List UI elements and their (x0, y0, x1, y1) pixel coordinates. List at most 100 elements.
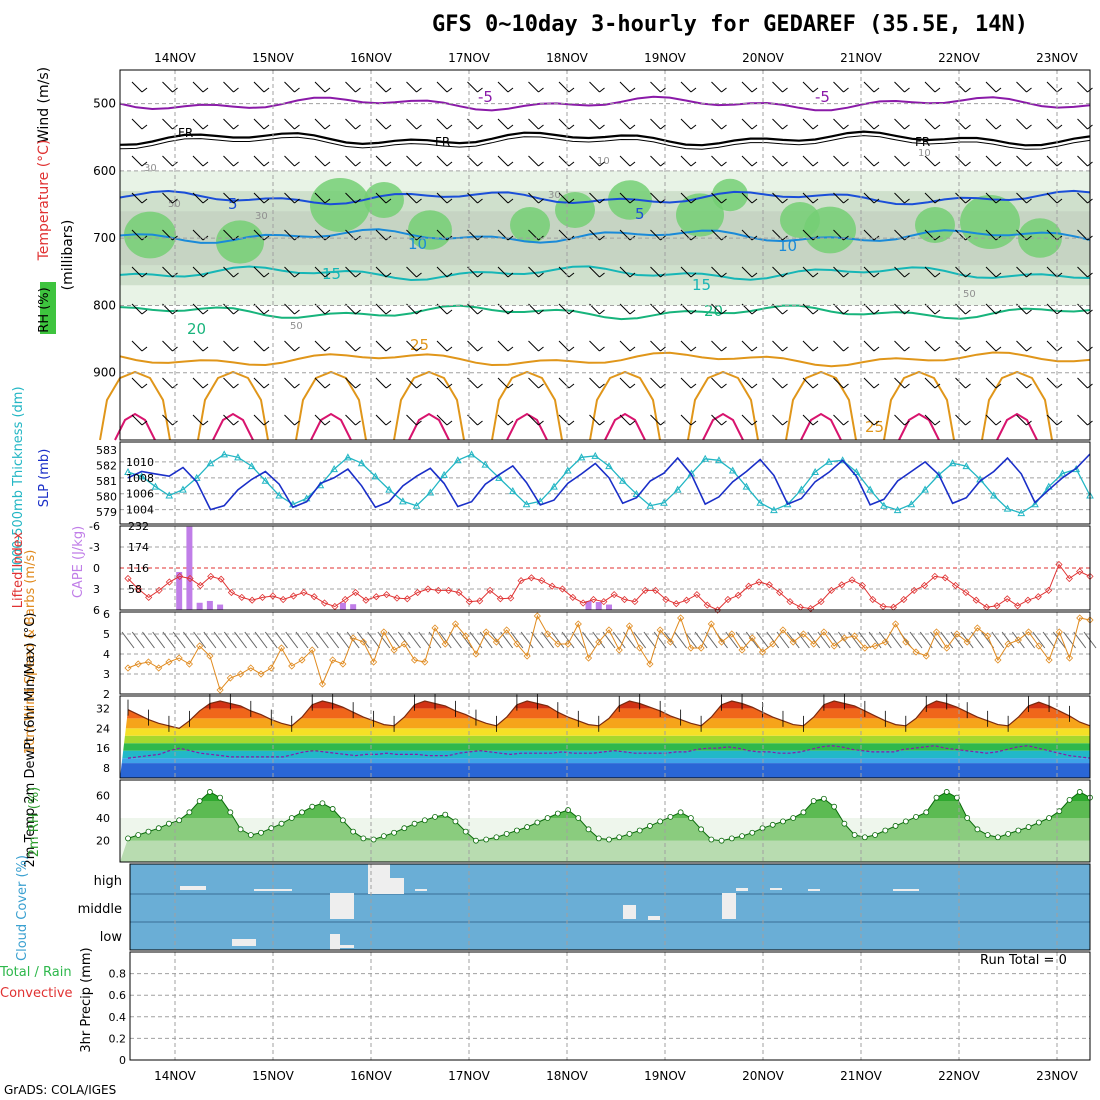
precip-tick-label: 0 (119, 1054, 126, 1067)
wind-speed-point (462, 632, 470, 640)
wind-barb (131, 266, 143, 278)
thickness-point (550, 482, 558, 490)
wind-barb (1016, 192, 1027, 204)
wind-barb (589, 266, 600, 278)
wind-speed-line (127, 614, 1091, 692)
lifted-index-line (127, 563, 1091, 611)
wind-barb (965, 198, 971, 204)
wind-barb (497, 118, 509, 130)
pressure-tick-label: 600 (93, 164, 116, 178)
wind-barb (680, 81, 692, 93)
wind-barb (192, 303, 204, 315)
lifted-index-point (589, 595, 598, 604)
pressure-tick-label: 800 (93, 298, 116, 312)
x-tick-label-top: 23NOV (1036, 51, 1078, 65)
wind-barb (873, 198, 880, 204)
rh-point (473, 837, 479, 844)
wind-speed-point (615, 646, 623, 654)
wind-barb-10m (213, 631, 227, 649)
rh-point (278, 820, 285, 827)
temp-contour-30-hump (491, 370, 563, 441)
wind-barb (436, 266, 448, 278)
wind-barb (324, 272, 331, 278)
wind-barb (385, 87, 392, 93)
rh-moist-blob (510, 207, 550, 243)
wind-speed-point (513, 640, 521, 648)
rh-point (452, 818, 459, 825)
rh-point (575, 815, 582, 821)
wind-barb (355, 87, 361, 93)
wind-speed-point (134, 660, 142, 668)
lifted-index-point (248, 596, 256, 604)
rh-point (861, 834, 868, 841)
wind-barb (894, 155, 905, 167)
wind-speed-point (196, 642, 204, 650)
wind-barb (324, 198, 331, 204)
temp-contour-35-hump (800, 412, 842, 441)
wind-barb (284, 414, 295, 426)
wind-barb-10m (1063, 631, 1076, 649)
wind-barb-10m (193, 631, 207, 649)
temp-color-band (120, 743, 1090, 751)
thickness-point (137, 472, 146, 480)
wind-speed-point (799, 630, 808, 638)
wind-barb (406, 118, 417, 130)
wind-barb (619, 266, 631, 278)
wind-barb (690, 235, 697, 241)
wind-barb (751, 309, 758, 315)
wind-barb (833, 414, 844, 426)
lifted-index-point (258, 593, 267, 601)
wind-barb (538, 420, 544, 426)
wind-barb (355, 124, 361, 130)
wind-barb (294, 309, 300, 315)
wind-barb (223, 266, 234, 278)
wind-barb (690, 161, 697, 167)
lifted-index-point (310, 593, 318, 601)
temp-contour-35-hump (310, 412, 352, 441)
rh-point (728, 835, 735, 842)
wind-barb (568, 309, 575, 315)
wind-barb (955, 414, 966, 426)
wind-barb (263, 383, 270, 389)
wind-barb (162, 118, 173, 130)
wind-barb (324, 383, 331, 389)
rh-point (258, 829, 264, 836)
lifted-index-point (517, 577, 525, 585)
wind-barb (802, 155, 814, 167)
wind-barb (162, 192, 173, 204)
legend-total-rain: Total / Rain (0, 965, 72, 980)
thickness-point (330, 465, 338, 473)
wind-barb (294, 346, 300, 352)
slp-tick-label: 1008 (126, 472, 154, 485)
lifted-index-point (455, 588, 463, 597)
rh-point (974, 826, 981, 833)
wind-barb (985, 266, 997, 278)
cloud-block (893, 889, 919, 891)
contour-label: 15 (692, 276, 711, 294)
wind-barb (253, 118, 265, 130)
wind-barb (263, 346, 270, 352)
cloud-block (722, 893, 736, 919)
wind-barb-10m (223, 631, 237, 649)
wind-barb-10m (152, 631, 166, 649)
wind-barb (741, 118, 753, 130)
wind-barb (202, 124, 209, 130)
rh-point (421, 817, 428, 824)
wind-barb (416, 161, 422, 167)
thickness-point (151, 482, 160, 490)
thickness-point (385, 485, 393, 493)
wind-barb (162, 81, 173, 93)
wind-barb (985, 377, 997, 389)
wind-barb (172, 346, 178, 352)
wind-barb (650, 192, 661, 204)
lifted-index-point (703, 601, 711, 609)
wind-barb (202, 420, 209, 426)
temp-contour-line (119, 130, 1091, 147)
thickness-point (701, 454, 710, 462)
thickness-point (357, 459, 366, 467)
wind-speed-point (451, 620, 460, 628)
wind-barb (995, 198, 1002, 204)
wind-speed-point (861, 644, 869, 652)
wind-barb (894, 81, 905, 93)
wind-barb (812, 420, 819, 426)
